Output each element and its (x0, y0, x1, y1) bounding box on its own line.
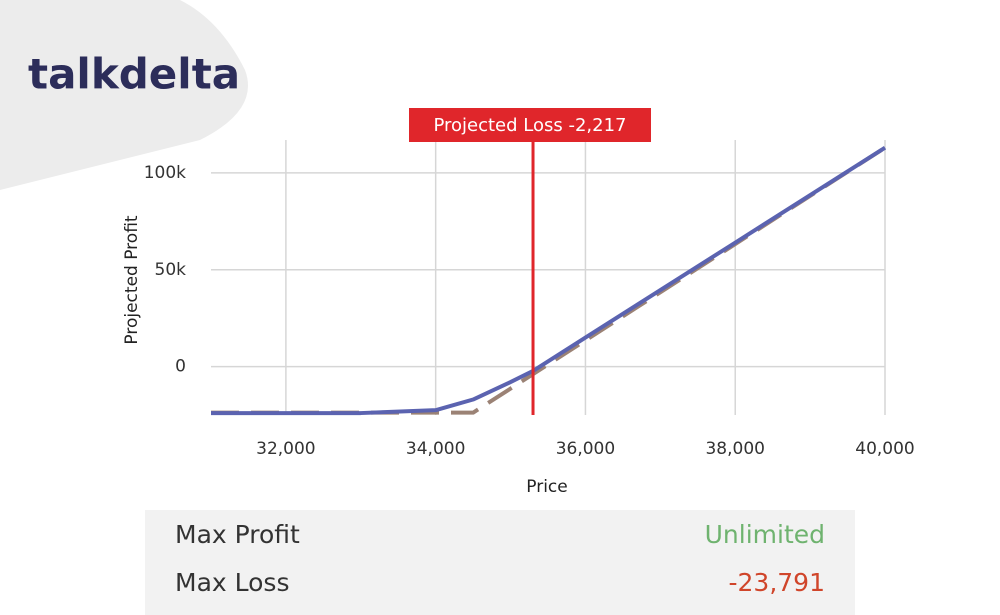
y-axis-label: Projected Profit (122, 215, 142, 344)
y-tick-label: 50k (155, 260, 187, 280)
logo-backdrop (0, 0, 248, 190)
y-tick-label: 0 (175, 357, 186, 377)
x-tick-label: 32,000 (256, 439, 315, 459)
summary-row: Max Profit Unlimited (175, 520, 825, 549)
series-line (211, 146, 887, 416)
x-tick-label: 40,000 (855, 439, 914, 459)
summary-value: -23,791 (728, 568, 826, 597)
series-line (211, 146, 887, 415)
x-tick-label: 38,000 (705, 439, 764, 459)
summary-panel (145, 510, 855, 615)
x-tick-label: 36,000 (556, 439, 615, 459)
summary-row: Max Loss -23,791 (175, 568, 825, 597)
x-tick-label: 34,000 (406, 439, 465, 459)
logo: talkdelta (28, 50, 240, 99)
annotation-label: Projected Loss -2,217 (433, 115, 626, 136)
annotation-box (409, 108, 651, 142)
summary-label: Max Profit (175, 520, 300, 549)
summary-value: Unlimited (704, 520, 825, 549)
x-axis-label: Price (526, 477, 567, 497)
y-tick-label: 100k (144, 163, 186, 183)
summary-label: Max Loss (175, 568, 290, 597)
